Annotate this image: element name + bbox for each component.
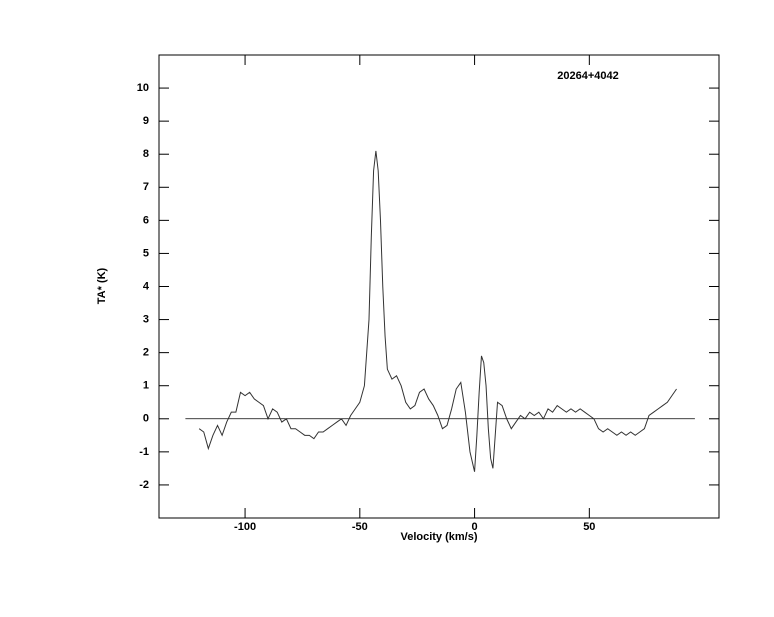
- y-tick-label: 6: [143, 214, 149, 226]
- y-tick-label: 5: [143, 247, 149, 259]
- y-tick-label: 0: [143, 413, 149, 425]
- y-tick-label: 4: [143, 280, 150, 292]
- y-tick-label: 10: [137, 82, 149, 94]
- x-tick-label: 50: [583, 521, 595, 533]
- y-tick-label: 3: [143, 313, 149, 325]
- y-axis-label: TA* (K): [96, 267, 108, 304]
- plot-frame: [158, 54, 720, 519]
- y-tick-label: 8: [143, 148, 149, 160]
- x-tick-label: 0: [472, 521, 478, 533]
- y-tick-label: -1: [139, 446, 149, 458]
- y-tick-label: 1: [143, 380, 149, 392]
- x-tick-label: -100: [234, 521, 256, 533]
- y-tick-label: 7: [143, 181, 149, 193]
- annotation: 20264+4042: [557, 70, 618, 82]
- x-tick-label: -50: [352, 521, 368, 533]
- x-axis-label: Velocity (km/s): [400, 531, 477, 543]
- spectrum-line: [198, 150, 677, 472]
- y-tick-label: 9: [143, 115, 149, 127]
- y-tick-label: -2: [139, 479, 149, 491]
- y-tick-label: 2: [143, 347, 149, 359]
